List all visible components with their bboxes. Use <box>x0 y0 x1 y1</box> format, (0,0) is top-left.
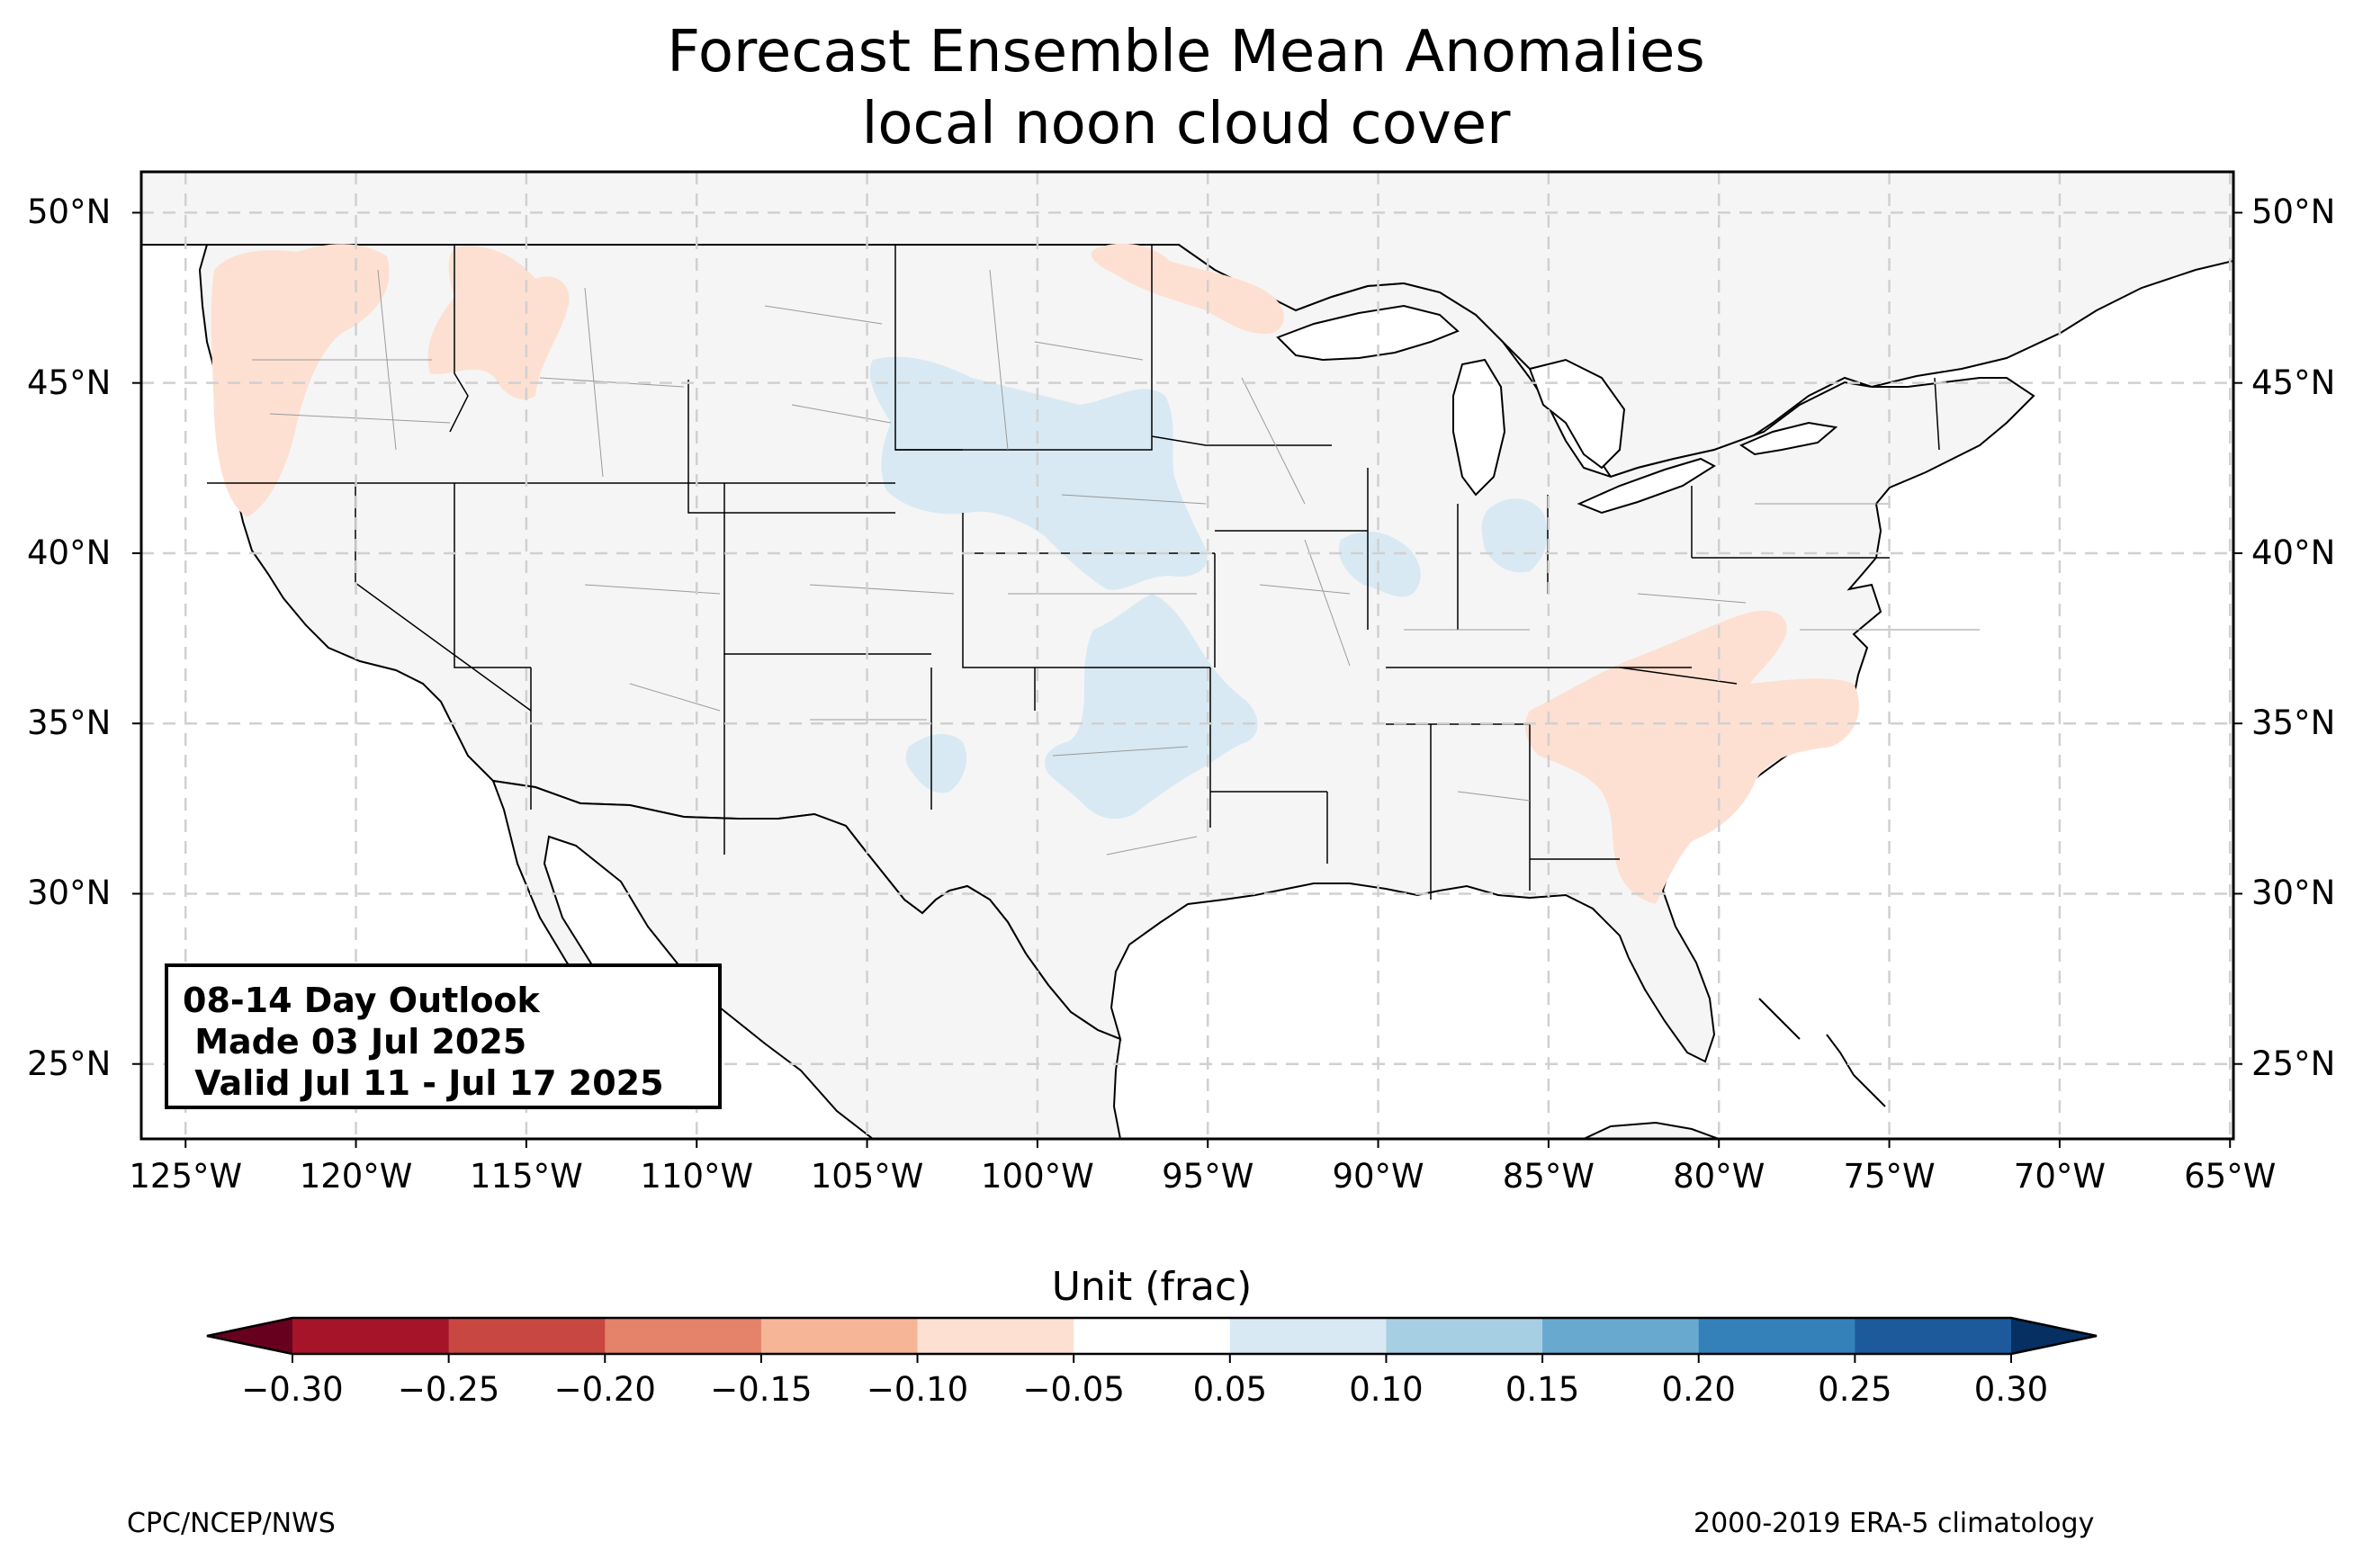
latitude-tick-label: 25°N <box>27 1044 112 1083</box>
longitude-tick-label: 85°W <box>1502 1157 1595 1196</box>
footer-climatology: 2000-2019 ERA-5 climatology <box>1694 1508 2095 1539</box>
colorbar-tick-label: 0.25 <box>1818 1370 1892 1409</box>
county-borders <box>252 269 1980 856</box>
chart-title-line2: local noon cloud cover <box>861 91 1511 157</box>
colorbar-tick-label: 0.05 <box>1192 1370 1268 1409</box>
longitude-tick-label: 120°W <box>299 1157 413 1196</box>
colorbar-tick-label: 0.30 <box>1973 1370 2049 1409</box>
outlook-period: 08-14 Day Outlook <box>183 981 540 1020</box>
colorbar-tick-label: −0.05 <box>1022 1370 1125 1409</box>
longitude-tick-label: 100°W <box>981 1157 1094 1196</box>
bahamas-islands-2 <box>1826 1034 1886 1107</box>
longitude-tick-label: 95°W <box>1162 1157 1254 1196</box>
longitude-tick-label: 65°W <box>2184 1157 2277 1196</box>
colorbar-label: Unit (frac) <box>1051 1264 1253 1310</box>
lake-superior <box>1276 304 1460 362</box>
longitude-tick-label: 105°W <box>810 1157 924 1196</box>
anomaly-southern-plains <box>1045 594 1258 820</box>
cuba-landmass <box>1583 1121 1720 1139</box>
latitude-tick-label: 30°N <box>2251 874 2336 913</box>
anomaly-illinois-indiana <box>1338 531 1421 597</box>
anomaly-layer <box>211 243 1859 904</box>
longitude-tick-label: 70°W <box>2013 1157 2106 1196</box>
anomaly-central-plains <box>869 356 1208 590</box>
longitude-tick-label: 115°W <box>470 1157 583 1196</box>
outlook-valid-range: Valid Jul 11 - Jul 17 2025 <box>183 1063 664 1103</box>
outlook-info-box: 08-14 Day Outlook Made 03 Jul 2025 Valid… <box>165 963 722 1109</box>
chart-title-line1: Forecast Ensemble Mean Anomalies <box>667 19 1705 85</box>
colorbar-tick-label: 0.10 <box>1349 1370 1424 1409</box>
colorbar-tick-label: −0.25 <box>397 1370 500 1409</box>
lake-michigan <box>1452 358 1506 497</box>
lake-huron <box>1528 358 1626 470</box>
latitude-tick-label: 40°N <box>27 533 112 572</box>
bahamas-islands <box>1758 998 1801 1040</box>
anomaly-sw-texas <box>905 733 967 793</box>
latitude-tick-label: 40°N <box>2251 533 2336 572</box>
colorbar-tick-label: −0.20 <box>553 1370 656 1409</box>
latitude-tick-label: 35°N <box>2251 703 2336 743</box>
latitude-tick-label: 25°N <box>2251 1044 2336 1083</box>
outlook-made-date: Made 03 Jul 2025 <box>183 1022 527 1062</box>
anomaly-southeast <box>1524 610 1859 904</box>
latitude-tick-label: 45°N <box>27 363 112 402</box>
anomaly-nd-mn-border <box>1091 243 1284 334</box>
footer-source: CPC/NCEP/NWS <box>127 1508 336 1539</box>
colorbar-tick-label: −0.15 <box>710 1370 813 1409</box>
map-frame <box>139 170 2235 1141</box>
latitude-tick-label: 45°N <box>2251 363 2336 402</box>
longitude-tick-label: 110°W <box>640 1157 754 1196</box>
latitude-tick-label: 35°N <box>27 703 112 743</box>
colorbar-tick-label: 0.20 <box>1661 1370 1736 1409</box>
longitude-tick-label: 80°W <box>1673 1157 1766 1196</box>
colorbar-tick-label: 0.15 <box>1505 1370 1580 1409</box>
colorbar-tick-label: −0.30 <box>241 1370 344 1409</box>
lake-erie <box>1577 457 1716 515</box>
longitude-tick-label: 125°W <box>129 1157 243 1196</box>
longitude-tick-label: 90°W <box>1332 1157 1424 1196</box>
anomaly-northern-idaho <box>427 246 570 399</box>
latitude-tick-label: 50°N <box>2251 193 2336 232</box>
latitude-tick-label: 30°N <box>27 874 112 913</box>
latitude-tick-label: 50°N <box>27 193 112 232</box>
anomaly-pacific-northwest <box>211 244 390 517</box>
lake-ontario <box>1739 421 1838 456</box>
longitude-tick-label: 75°W <box>1843 1157 1936 1196</box>
colorbar-tick-label: −0.10 <box>866 1370 969 1409</box>
